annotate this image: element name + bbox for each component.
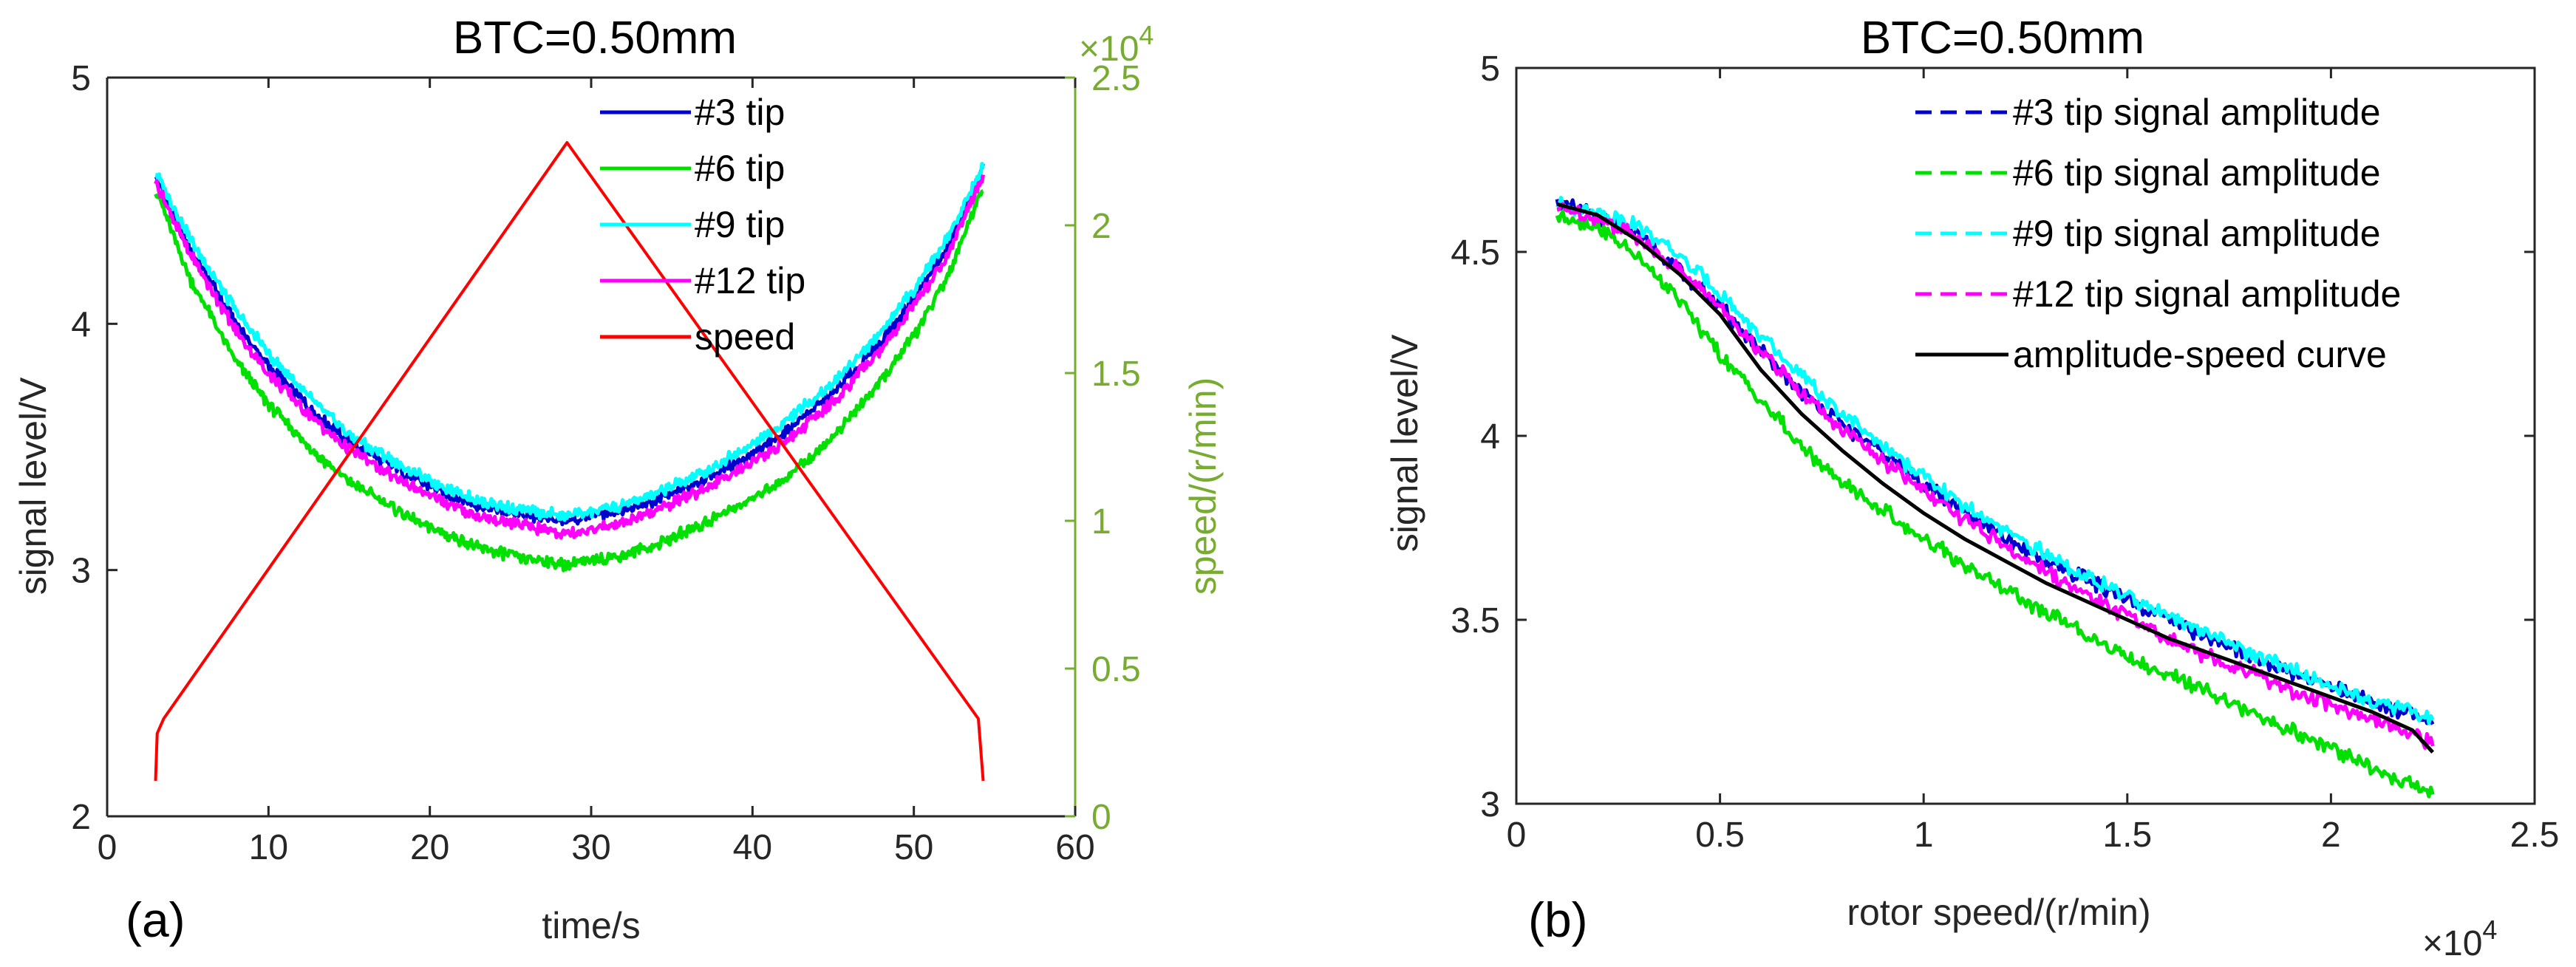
y2-tick-label: 0.5 bbox=[1091, 650, 1141, 689]
series-line-speed bbox=[154, 141, 985, 782]
x-tick-label: 60 bbox=[1055, 828, 1094, 867]
y2-tick-label: 1 bbox=[1091, 502, 1111, 541]
chart-b-title: BTC=0.50mm bbox=[1861, 13, 2144, 64]
chart-b-xlabel: rotor speed/(r/min) bbox=[1847, 892, 2150, 933]
series-line-#3 tip bbox=[154, 163, 985, 527]
x-tick-label: 20 bbox=[410, 828, 449, 867]
x-tick-label: 0.5 bbox=[1695, 816, 1745, 855]
y-tick-label: 5 bbox=[71, 59, 91, 98]
x-tick-label: 50 bbox=[894, 828, 933, 867]
y2-tick-label: 2.5 bbox=[1091, 59, 1141, 98]
x-tick-label: 2 bbox=[2321, 816, 2341, 855]
x-tick-label: 2.5 bbox=[2510, 816, 2560, 855]
x-tick-label: 1.5 bbox=[2102, 816, 2152, 855]
series-line-#12 tip bbox=[154, 174, 985, 540]
chart-a-y2-exponent: ×104 bbox=[1079, 20, 1154, 69]
x-tick-label: 10 bbox=[249, 828, 288, 867]
chart-a-title: BTC=0.50mm bbox=[453, 13, 737, 64]
legend-label: #12 tip bbox=[695, 260, 805, 301]
y-tick-label: 5 bbox=[1480, 49, 1500, 89]
chart-b: 0 0.5 1 1.5 2 2.5 3 3.5 4 4.5 5 #3 tip signal ampli… bbox=[1451, 49, 2559, 855]
x-tick-label: 1 bbox=[1914, 816, 1934, 855]
legend-label: amplitude-speed curve bbox=[2013, 334, 2387, 375]
y-tick-label: 3.5 bbox=[1451, 601, 1500, 640]
legend-label: #9 tip bbox=[695, 204, 785, 245]
series-line-amplitude-speed curve bbox=[1556, 202, 2435, 754]
x-tick-label: 30 bbox=[571, 828, 610, 867]
legend-label: #3 tip signal amplitude bbox=[2013, 92, 2381, 133]
x-tick-label: 0 bbox=[1507, 816, 1527, 855]
series-line-#6 tip signal amplitude bbox=[1555, 209, 2435, 799]
legend-label: #9 tip signal amplitude bbox=[2013, 213, 2381, 254]
y-tick-label: 4 bbox=[1480, 417, 1500, 457]
legend-label: speed bbox=[695, 316, 795, 358]
legend-label: #12 tip signal amplitude bbox=[2013, 273, 2401, 315]
series-line-#9 tip bbox=[154, 162, 985, 522]
x-tick-label: 0 bbox=[98, 828, 117, 867]
y-tick-label: 4.5 bbox=[1451, 233, 1500, 273]
y2-tick-label: 2 bbox=[1091, 207, 1111, 246]
legend-label: #3 tip bbox=[695, 92, 785, 133]
chart-b-ylabel: signal level/V bbox=[1384, 334, 1425, 552]
legend-label: #6 tip signal amplitude bbox=[2013, 152, 2381, 194]
y-tick-label: 2 bbox=[71, 798, 91, 837]
y-tick-label: 3 bbox=[71, 552, 91, 591]
panel-b-label: (b) bbox=[1528, 892, 1588, 947]
chart-b-x-exponent: ×104 bbox=[2422, 915, 2497, 963]
y-tick-label: 3 bbox=[1480, 785, 1500, 824]
series-line-#9 tip signal amplitude bbox=[1556, 196, 2435, 725]
chart-a-xlabel: time/s bbox=[542, 905, 640, 946]
y2-tick-label: 0 bbox=[1091, 798, 1111, 837]
y2-tick-label: 1.5 bbox=[1091, 355, 1141, 394]
chart-a-y2label: speed/(r/min) bbox=[1182, 377, 1224, 595]
chart-a-ylabel: signal level/V bbox=[13, 377, 54, 595]
panel-a-label: (a) bbox=[126, 892, 185, 947]
x-tick-label: 40 bbox=[733, 828, 772, 867]
legend-label: #6 tip bbox=[695, 148, 785, 189]
y-tick-label: 4 bbox=[71, 305, 91, 344]
series-line-#6 tip bbox=[154, 189, 984, 573]
